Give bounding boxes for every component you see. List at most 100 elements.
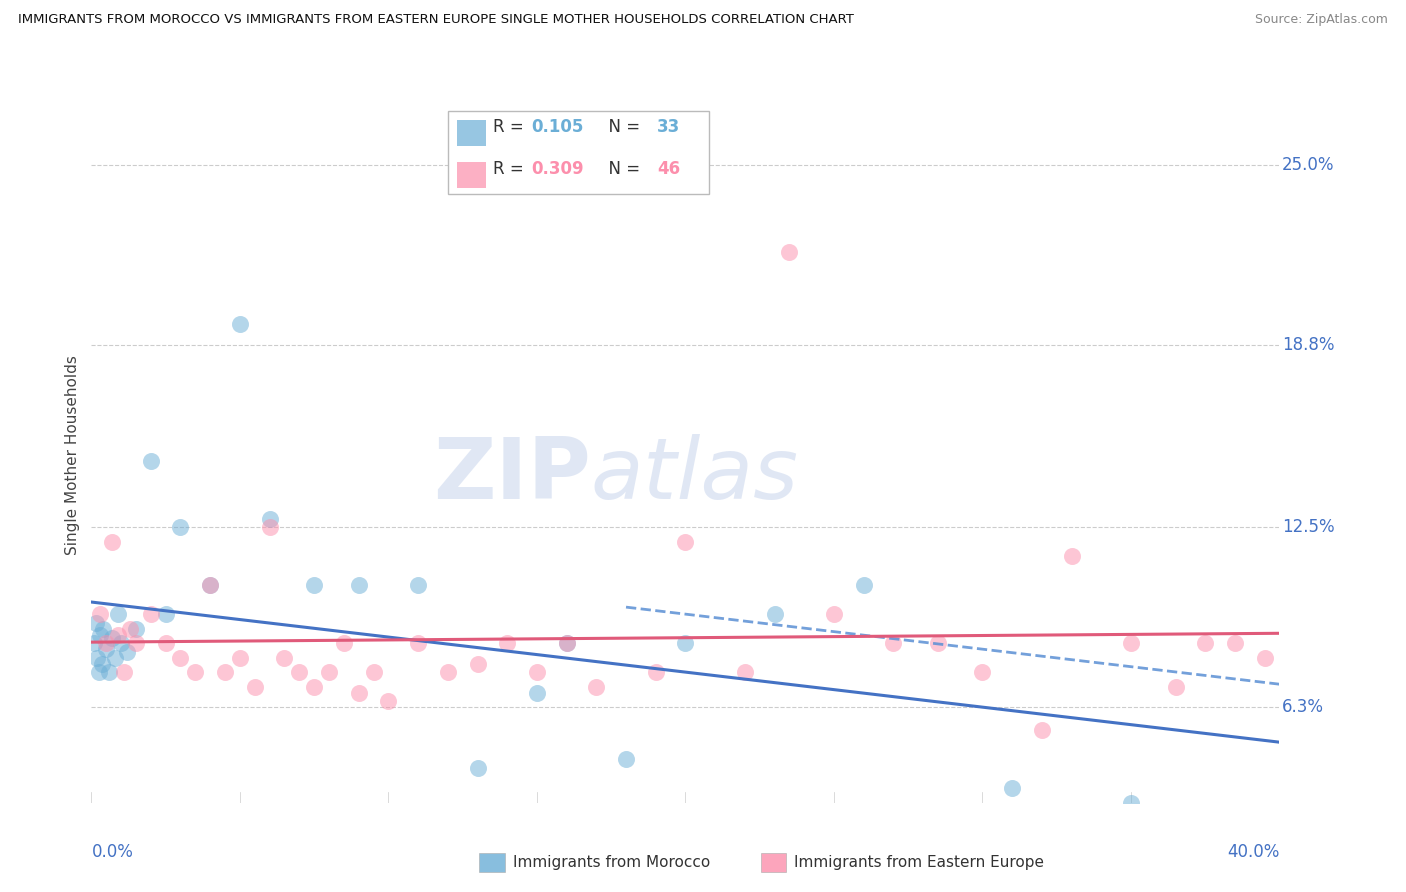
Point: [96, 642, 118, 657]
Point: [125, 636, 148, 650]
Point: [1194, 636, 1216, 650]
Text: R =: R =: [494, 118, 529, 136]
Point: [169, 651, 191, 665]
Point: [110, 636, 132, 650]
Point: [347, 686, 370, 700]
Point: [363, 665, 385, 680]
Point: [1223, 636, 1246, 650]
Point: [823, 607, 845, 622]
Point: [288, 665, 311, 680]
Bar: [457, 120, 486, 146]
Point: [1119, 796, 1142, 810]
Point: [585, 680, 607, 694]
Point: [673, 534, 696, 549]
Point: [406, 578, 429, 592]
Point: [614, 752, 637, 766]
Point: [1060, 549, 1083, 564]
Point: [101, 631, 124, 645]
Point: [673, 636, 696, 650]
FancyBboxPatch shape: [447, 111, 709, 194]
Point: [214, 665, 236, 680]
Point: [882, 636, 904, 650]
Point: [155, 607, 177, 622]
Point: [347, 578, 370, 592]
Point: [555, 636, 578, 650]
Point: [104, 651, 127, 665]
Point: [302, 578, 325, 592]
Point: [89, 628, 111, 642]
Point: [125, 622, 148, 636]
Bar: [457, 161, 486, 188]
Text: 0.0%: 0.0%: [91, 843, 134, 861]
Point: [496, 636, 519, 650]
Point: [107, 607, 129, 622]
Point: [467, 657, 489, 671]
Text: Immigrants from Morocco: Immigrants from Morocco: [513, 855, 710, 870]
Text: 25.0%: 25.0%: [1282, 156, 1334, 174]
Point: [273, 651, 295, 665]
Point: [96, 636, 118, 650]
Point: [734, 665, 756, 680]
Point: [526, 665, 548, 680]
Point: [229, 318, 252, 332]
Text: 18.8%: 18.8%: [1282, 335, 1334, 354]
Point: [1119, 636, 1142, 650]
Point: [155, 636, 177, 650]
Text: atlas: atlas: [591, 434, 799, 517]
Point: [139, 607, 162, 622]
Point: [200, 578, 222, 592]
Text: 0.309: 0.309: [531, 160, 583, 178]
Point: [972, 665, 994, 680]
Point: [118, 622, 141, 636]
Point: [1164, 680, 1187, 694]
Text: ZIP: ZIP: [433, 434, 591, 517]
Text: 46: 46: [657, 160, 681, 178]
Text: 6.3%: 6.3%: [1282, 698, 1324, 716]
Point: [115, 645, 138, 659]
Point: [90, 657, 112, 671]
Point: [467, 761, 489, 775]
Point: [101, 534, 124, 549]
Point: [184, 665, 207, 680]
Point: [436, 665, 458, 680]
Point: [98, 665, 121, 680]
Point: [406, 636, 429, 650]
Point: [259, 520, 281, 534]
Text: R =: R =: [494, 160, 529, 178]
Point: [87, 665, 110, 680]
Point: [526, 686, 548, 700]
Point: [107, 628, 129, 642]
Text: Immigrants from Eastern Europe: Immigrants from Eastern Europe: [794, 855, 1045, 870]
Point: [1253, 651, 1275, 665]
Text: IMMIGRANTS FROM MOROCCO VS IMMIGRANTS FROM EASTERN EUROPE SINGLE MOTHER HOUSEHOL: IMMIGRANTS FROM MOROCCO VS IMMIGRANTS FR…: [18, 13, 855, 27]
Point: [302, 680, 325, 694]
Point: [778, 244, 800, 259]
Point: [243, 680, 266, 694]
Point: [644, 665, 666, 680]
Point: [139, 453, 162, 467]
Point: [1031, 723, 1053, 738]
Point: [169, 520, 191, 534]
Point: [318, 665, 340, 680]
Point: [852, 578, 875, 592]
Text: 40.0%: 40.0%: [1227, 843, 1279, 861]
Point: [86, 651, 108, 665]
Text: 12.5%: 12.5%: [1282, 518, 1334, 536]
Point: [229, 651, 252, 665]
Point: [377, 694, 399, 708]
Point: [89, 607, 111, 622]
Text: Source: ZipAtlas.com: Source: ZipAtlas.com: [1254, 13, 1388, 27]
Point: [259, 511, 281, 525]
Point: [84, 615, 107, 630]
Point: [555, 636, 578, 650]
Point: [112, 665, 135, 680]
Point: [763, 607, 786, 622]
Text: N =: N =: [598, 160, 645, 178]
Point: [927, 636, 949, 650]
Point: [91, 622, 114, 636]
Point: [333, 636, 356, 650]
Text: N =: N =: [598, 118, 645, 136]
Point: [1001, 781, 1024, 796]
Point: [200, 578, 222, 592]
Y-axis label: Single Mother Households: Single Mother Households: [65, 355, 80, 555]
